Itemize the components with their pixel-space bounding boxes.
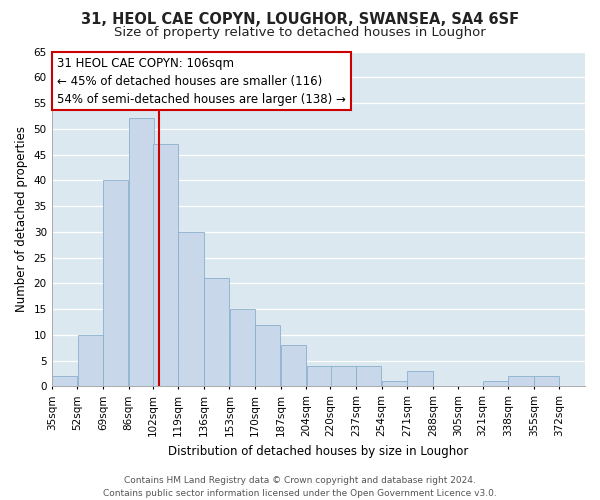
- Text: Contains HM Land Registry data © Crown copyright and database right 2024.
Contai: Contains HM Land Registry data © Crown c…: [103, 476, 497, 498]
- Bar: [281, 345, 306, 387]
- Bar: [153, 144, 178, 386]
- Bar: [103, 180, 128, 386]
- Bar: [307, 366, 332, 386]
- Y-axis label: Number of detached properties: Number of detached properties: [15, 126, 28, 312]
- Bar: [77, 335, 103, 386]
- Bar: [52, 376, 77, 386]
- Text: Size of property relative to detached houses in Loughor: Size of property relative to detached ho…: [114, 26, 486, 39]
- Bar: [331, 366, 356, 386]
- Bar: [204, 278, 229, 386]
- Bar: [356, 366, 382, 386]
- Bar: [382, 382, 407, 386]
- Bar: [129, 118, 154, 386]
- X-axis label: Distribution of detached houses by size in Loughor: Distribution of detached houses by size …: [168, 444, 469, 458]
- Bar: [230, 309, 255, 386]
- Text: 31, HEOL CAE COPYN, LOUGHOR, SWANSEA, SA4 6SF: 31, HEOL CAE COPYN, LOUGHOR, SWANSEA, SA…: [81, 12, 519, 28]
- Text: 31 HEOL CAE COPYN: 106sqm
← 45% of detached houses are smaller (116)
54% of semi: 31 HEOL CAE COPYN: 106sqm ← 45% of detac…: [57, 56, 346, 106]
- Bar: [508, 376, 533, 386]
- Bar: [255, 324, 280, 386]
- Bar: [178, 232, 203, 386]
- Bar: [407, 371, 433, 386]
- Bar: [534, 376, 559, 386]
- Bar: [483, 382, 508, 386]
